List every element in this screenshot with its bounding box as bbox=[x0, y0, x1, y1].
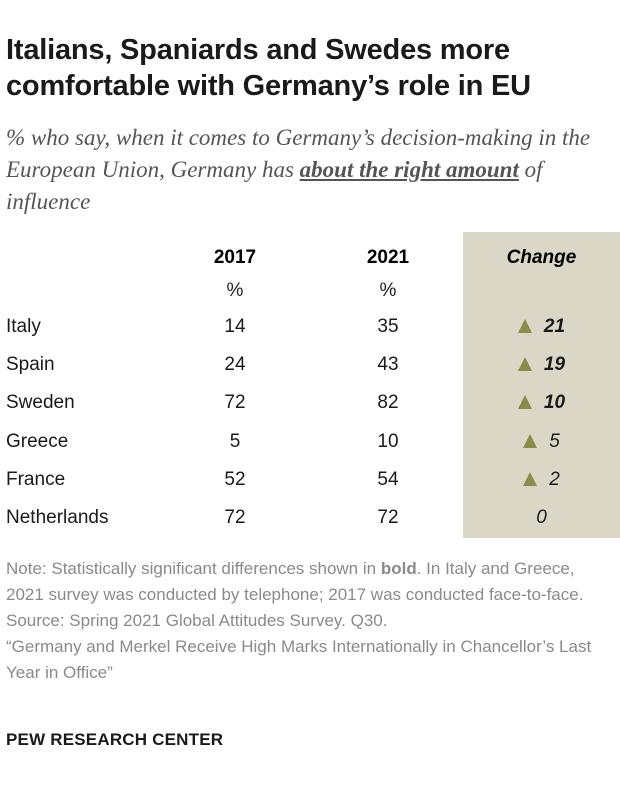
row-change: 2 bbox=[463, 469, 620, 491]
change-value: 2 bbox=[549, 468, 560, 490]
row-change: 10 bbox=[463, 392, 620, 414]
row-value-2017: 72 bbox=[224, 507, 246, 528]
column-unit-2021: % bbox=[379, 280, 397, 301]
row-value-2021: 35 bbox=[377, 316, 399, 337]
change-value: 21 bbox=[543, 316, 566, 337]
table-row: Italy 14 35 21 bbox=[0, 316, 620, 354]
change-value: 0 bbox=[536, 507, 547, 528]
row-value-2017: 5 bbox=[229, 430, 241, 452]
up-triangle-icon bbox=[523, 471, 538, 486]
row-change: 21 bbox=[463, 316, 620, 338]
row-value-2017: 24 bbox=[224, 354, 246, 376]
row-change: 0 bbox=[463, 507, 620, 529]
source-text: Source: Spring 2021 Global Attitudes Sur… bbox=[6, 611, 388, 630]
column-unit-2017: % bbox=[226, 280, 244, 301]
change-value: 5 bbox=[549, 430, 560, 452]
row-value-2021: 10 bbox=[377, 430, 399, 452]
row-value-2021: 82 bbox=[377, 392, 399, 414]
change-value: 10 bbox=[543, 392, 566, 414]
table-row: Sweden 72 82 10 bbox=[0, 392, 620, 430]
column-header-change: Change bbox=[506, 247, 577, 268]
up-triangle-icon bbox=[517, 357, 532, 372]
chart-note: Note: Statistically significant differen… bbox=[6, 556, 612, 686]
up-triangle-icon bbox=[523, 433, 538, 448]
row-country: Italy bbox=[6, 316, 41, 337]
chart-title: Italians, Spaniards and Swedes more comf… bbox=[6, 34, 531, 102]
column-header-2021: 2021 bbox=[366, 247, 410, 268]
brand-logo-text: PEW RESEARCH CENTER bbox=[6, 730, 224, 749]
table-row: France 52 54 2 bbox=[0, 469, 620, 507]
table-row: Netherlands 72 72 0 bbox=[0, 507, 620, 545]
up-triangle-icon bbox=[517, 395, 532, 410]
note-text: Note: Statistically significant differen… bbox=[6, 559, 584, 604]
chart-subtitle: % who say, when it comes to Germany’s de… bbox=[6, 122, 596, 218]
subtitle-emphasis: about the right amount bbox=[299, 157, 519, 182]
subtitle-text: % who say, when it comes to Germany’s de… bbox=[6, 125, 591, 182]
row-value-2021: 72 bbox=[377, 507, 399, 528]
row-value-2017: 52 bbox=[224, 468, 246, 490]
row-change: 5 bbox=[463, 431, 620, 453]
row-value-2017: 14 bbox=[224, 316, 246, 337]
row-country: Sweden bbox=[6, 392, 75, 414]
row-country: Netherlands bbox=[6, 507, 109, 528]
table-row: Spain 24 43 19 bbox=[0, 354, 620, 392]
row-country: France bbox=[6, 468, 66, 490]
table-row: Greece 5 10 5 bbox=[0, 431, 620, 469]
row-value-2021: 54 bbox=[377, 468, 399, 490]
report-title: “Germany and Merkel Receive High Marks I… bbox=[6, 637, 592, 682]
row-country: Spain bbox=[6, 354, 55, 376]
row-country: Greece bbox=[6, 430, 69, 452]
row-change: 19 bbox=[463, 354, 620, 376]
change-value: 19 bbox=[543, 354, 566, 376]
column-header-2017: 2017 bbox=[213, 247, 257, 268]
row-value-2017: 72 bbox=[224, 392, 246, 414]
change-column-background bbox=[463, 232, 620, 538]
subtitle-text-end: of influence bbox=[6, 157, 543, 214]
up-triangle-icon bbox=[517, 319, 532, 333]
row-value-2021: 43 bbox=[377, 354, 399, 376]
